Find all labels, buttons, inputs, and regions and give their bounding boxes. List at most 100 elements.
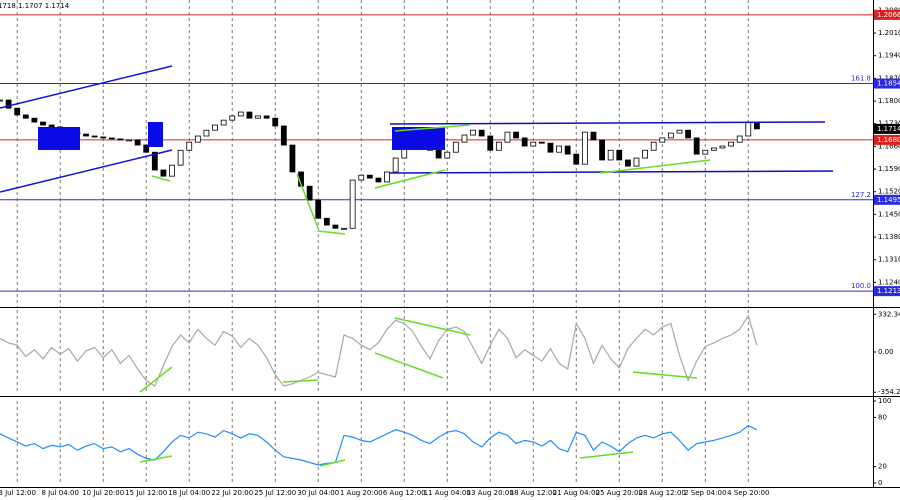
candle (521, 137, 528, 147)
level-label: 1.2066 (877, 11, 900, 19)
ratio-label: 100.0 (851, 282, 871, 290)
divergence-line (317, 230, 346, 235)
candle (659, 137, 666, 143)
candle (736, 135, 743, 143)
candle (590, 131, 597, 141)
y-tick-label: 1.1730 (878, 120, 900, 128)
x-tick-label: 28 Aug 12:00 (639, 489, 686, 497)
y-tick-label: 1.1380 (878, 233, 900, 241)
divergence-line (579, 451, 634, 459)
x-tick-label: 10 Jul 20:00 (82, 489, 124, 497)
x-tick-label: 13 Aug 20:00 (467, 489, 514, 497)
y-tick-label: 1.1940 (878, 52, 900, 60)
candle (5, 99, 12, 109)
candle (83, 133, 89, 137)
candle (280, 125, 287, 146)
y-tick-label: 100 (878, 397, 891, 405)
candle (538, 141, 545, 144)
level-label: 1.1213 (877, 287, 900, 295)
candle (126, 139, 132, 142)
divergence-line (282, 379, 319, 383)
candle (633, 157, 640, 167)
candle (375, 177, 382, 183)
y-tick-label: 1.1520 (878, 188, 900, 196)
x-tick-label: 11 Aug 04:00 (424, 489, 471, 497)
candle (91, 135, 98, 138)
indicator-line (0, 424, 758, 466)
candle (237, 111, 244, 117)
candle (384, 171, 390, 183)
candle (581, 131, 588, 165)
candle (487, 135, 494, 151)
x-tick-label: 18 Jul 04:00 (168, 489, 210, 497)
candle (160, 169, 167, 177)
level-label: 1.1854 (877, 80, 900, 88)
candle (676, 129, 683, 134)
candle (753, 121, 760, 130)
drawings (0, 65, 834, 467)
ratio-label: 127.2 (851, 191, 871, 199)
candle (642, 149, 648, 159)
x-tick-label: 18 Aug 12:00 (510, 489, 557, 497)
candle (212, 124, 218, 131)
x-tick-label: 4 Sep 20:00 (727, 489, 769, 497)
x-tick-label: 30 Jul 04:00 (297, 489, 339, 497)
y-tick-label: 1.1660 (878, 142, 900, 150)
candle (513, 131, 519, 139)
level-box (874, 78, 900, 89)
zone (148, 122, 163, 147)
header: 1718 1.1707 1.1714 (0, 2, 70, 10)
candle (444, 151, 451, 159)
divergence-line (151, 175, 171, 182)
y-tick-label: 332.3467 (878, 310, 900, 318)
level-box (874, 9, 900, 20)
candle (719, 145, 726, 149)
candle (461, 134, 468, 143)
candle (745, 121, 752, 137)
candle (14, 107, 21, 116)
channel-line (0, 149, 173, 193)
indicator-line (0, 314, 758, 388)
candle (306, 185, 313, 201)
candle (358, 174, 365, 181)
divergence-line (599, 159, 711, 174)
y-tick-label: 20 (878, 463, 887, 471)
x-tick-label: 8 Jul 04:00 (41, 489, 79, 497)
zone (392, 127, 445, 150)
candle (341, 227, 347, 230)
level-box (874, 194, 900, 205)
candle (547, 142, 554, 153)
candle (685, 129, 691, 139)
x-tick-label: 21 Aug 04:00 (553, 489, 600, 497)
level-box (874, 134, 900, 145)
candle (667, 132, 674, 139)
candle (203, 129, 210, 137)
range-line (389, 121, 826, 125)
candle (229, 115, 236, 121)
candle (272, 117, 279, 127)
candle (194, 135, 201, 143)
candle (616, 149, 623, 161)
candle (599, 139, 605, 161)
zone (38, 127, 80, 150)
ratio-label: 161.8 (851, 75, 871, 83)
candle (495, 141, 502, 151)
candle (349, 179, 356, 229)
candle (624, 159, 631, 167)
candle (169, 164, 175, 177)
candle (728, 141, 734, 147)
candle (452, 141, 459, 153)
candle (246, 111, 253, 119)
candle (117, 138, 124, 141)
candle (31, 117, 38, 123)
x-tick-label: 3 Jul 12:00 (0, 489, 36, 497)
divergence-line (139, 455, 173, 463)
candle (564, 145, 571, 155)
divergence-line (394, 317, 471, 336)
candle (143, 144, 150, 153)
y-tick-label: 1.1450 (878, 210, 900, 218)
candle (22, 114, 29, 119)
level-label: 1.1495 (877, 196, 900, 204)
divergence-line (319, 459, 346, 467)
